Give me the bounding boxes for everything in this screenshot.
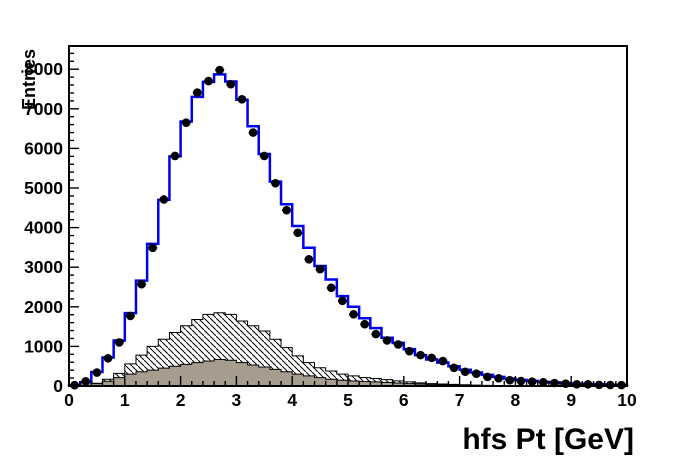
y-tick-label: 4000 — [24, 218, 63, 238]
y-tick-label: 0 — [53, 376, 63, 396]
y-tick-label: 3000 — [24, 257, 63, 277]
y-tick-label: 2000 — [24, 297, 63, 317]
data-point-marker — [527, 377, 537, 386]
x-tick-label: 6 — [399, 390, 409, 410]
x-tick-label: 10 — [617, 390, 637, 410]
prediction-histogram — [67, 73, 629, 387]
data-point-marker — [326, 283, 336, 293]
data-point-marker — [181, 118, 191, 127]
data-point-marker — [505, 375, 515, 385]
data-point-marker — [460, 367, 470, 377]
data-point-marker — [148, 243, 157, 253]
plot-frame — [68, 45, 628, 387]
data-point-marker — [293, 228, 303, 238]
data-point-marker — [137, 279, 146, 289]
data-point-marker — [550, 378, 559, 388]
data-point-marker — [193, 88, 202, 97]
data-point-marker — [271, 178, 280, 188]
data-point-marker — [114, 338, 124, 347]
data-point-marker — [338, 296, 347, 306]
data-point-marker — [260, 151, 269, 161]
data-point-marker — [516, 376, 526, 386]
x-tick-label: 5 — [343, 390, 353, 410]
data-point-marker — [226, 79, 236, 89]
data-point-marker — [170, 151, 180, 161]
data-point-marker — [427, 353, 437, 363]
data-point-marker — [248, 128, 258, 137]
data-point-marker — [393, 340, 403, 349]
data-point-marker — [360, 319, 370, 329]
data-point-marker — [572, 380, 582, 389]
data-point-marker — [605, 380, 615, 390]
data-point-marker — [494, 373, 503, 383]
data-point-marker — [449, 363, 459, 373]
y-tick-label: 7000 — [24, 99, 63, 119]
x-tick-label: 2 — [176, 390, 186, 410]
data-point-marker — [382, 336, 392, 345]
data-point-marker — [594, 380, 604, 390]
data-point-marker — [237, 95, 247, 104]
data-point-marker — [81, 376, 91, 386]
x-tick-label: 7 — [455, 390, 465, 410]
x-tick-label: 3 — [232, 390, 242, 410]
data-point-marker — [204, 76, 213, 86]
data-point-marker — [561, 379, 570, 389]
data-point-marker — [92, 368, 102, 377]
data-point-marker — [438, 356, 448, 366]
data-points — [70, 65, 626, 390]
x-tick-label: 1 — [120, 390, 130, 410]
data-point-marker — [315, 264, 325, 274]
x-tick-label: 8 — [511, 390, 521, 410]
y-axis-title: Entries — [19, 49, 39, 110]
data-point-marker — [103, 353, 113, 363]
x-axis-title: hfs Pt [GeV] — [462, 423, 634, 456]
data-point-marker — [70, 380, 79, 390]
data-point-marker — [405, 346, 414, 356]
data-point-marker — [159, 195, 169, 204]
x-tick-label: 9 — [566, 390, 576, 410]
data-point-marker — [126, 311, 135, 321]
data-point-marker — [215, 65, 224, 75]
y-tick-label: 5000 — [24, 178, 63, 198]
data-point-marker — [472, 369, 481, 379]
data-point-marker — [483, 372, 492, 382]
data-point-marker — [282, 205, 291, 215]
axis-tick-labels: 0 1 2 3 4 5 6 7 8 9 10 0 1000 2000 3000 4000 5000 6000 700… — [24, 59, 637, 410]
plot-area: 0 1 2 3 4 5 6 7 8 9 10 0 1000 2000 3000 4000 5000 6000 700… — [24, 45, 637, 410]
data-point-marker — [617, 380, 626, 390]
data-point-marker — [371, 329, 381, 339]
data-point-marker — [539, 378, 548, 387]
y-tick-label: 8000 — [24, 59, 63, 79]
data-point-marker — [349, 310, 358, 319]
y-tick-label: 6000 — [24, 138, 63, 158]
data-point-marker — [416, 350, 425, 360]
x-tick-label: 4 — [287, 390, 297, 410]
data-point-marker — [583, 380, 593, 389]
data-point-marker — [304, 254, 314, 264]
y-tick-label: 1000 — [24, 336, 63, 356]
axis-ticks — [68, 52, 628, 387]
x-tick-label: 0 — [64, 390, 74, 410]
